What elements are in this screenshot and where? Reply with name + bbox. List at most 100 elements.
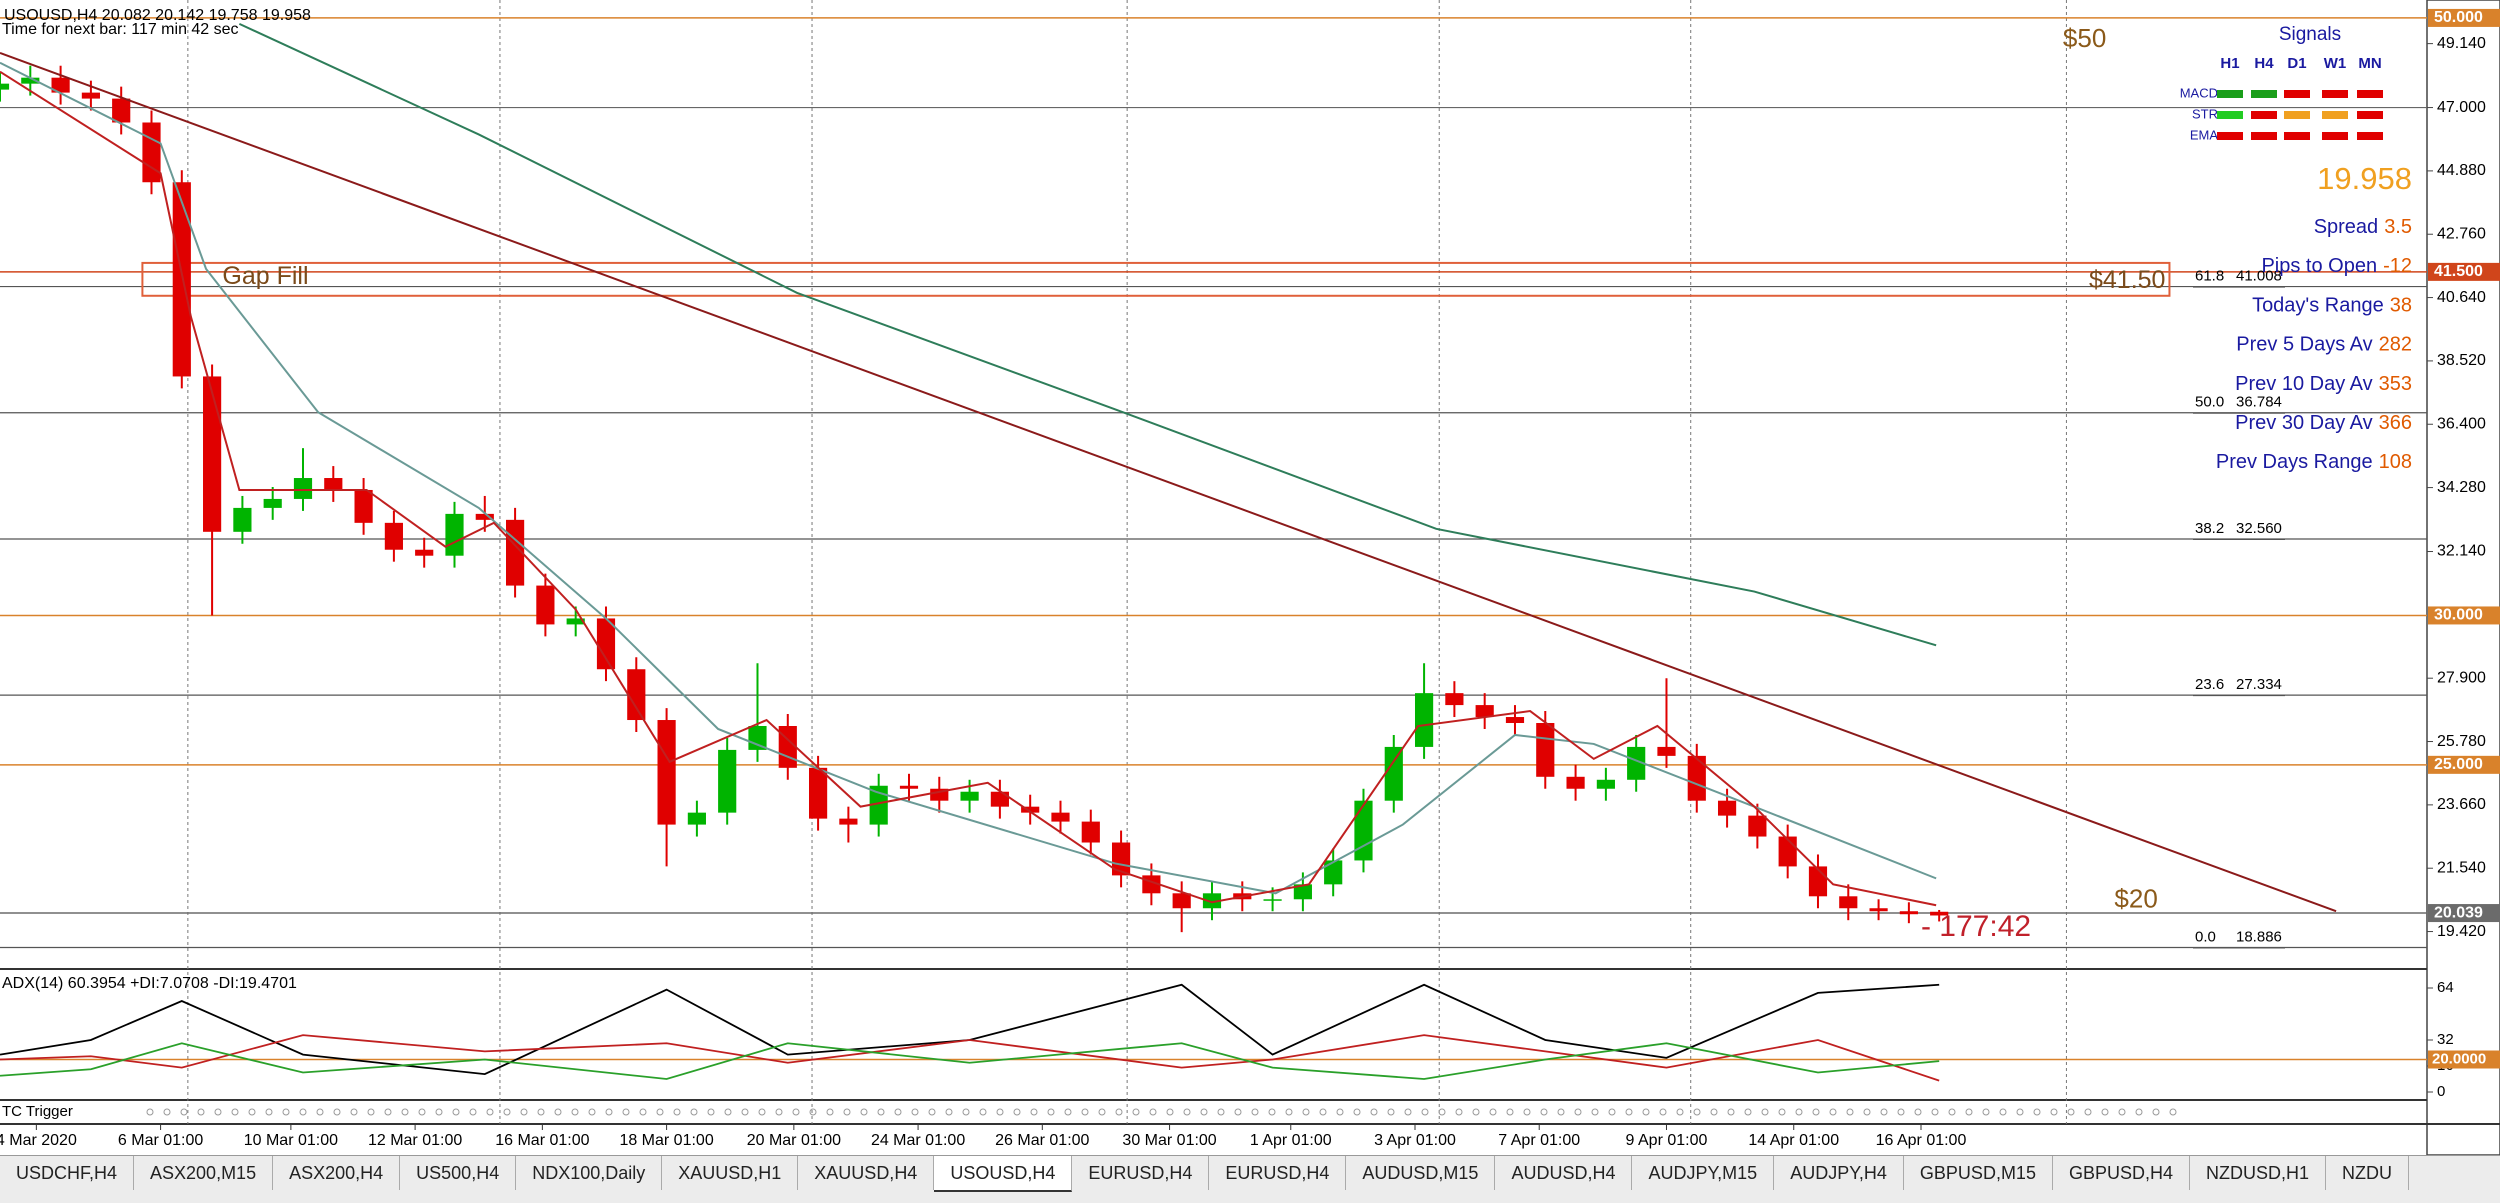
tc-marker	[1098, 1108, 1106, 1116]
candle-body	[0, 83, 10, 90]
fib-ratio: 61.8	[2195, 268, 2224, 285]
candle-body	[1808, 866, 1828, 897]
tc-marker	[1302, 1108, 1310, 1116]
candle-body	[718, 749, 737, 813]
y-tick-label: 27.900	[2437, 669, 2486, 686]
symbol-tab[interactable]: XAUUSD,H1	[662, 1156, 799, 1190]
overlay-line	[0, 51, 2337, 913]
candle-body	[536, 585, 555, 625]
tc-marker	[1812, 1108, 1820, 1116]
level-label: 50.000	[2434, 9, 2483, 26]
tc-marker	[962, 1108, 970, 1116]
overlay-line	[0, 70, 1937, 907]
symbol-tab[interactable]: NDX100,Daily	[516, 1156, 663, 1190]
x-tick-label: 1 Apr 01:00	[1250, 1132, 1332, 1149]
symbol-tab[interactable]: NZDU	[2326, 1156, 2410, 1190]
x-tick-label: 12 Mar 01:00	[368, 1132, 462, 1149]
symbol-tab[interactable]: US500,H4	[400, 1156, 517, 1190]
tc-marker	[1064, 1108, 1072, 1116]
tc-marker	[1047, 1108, 1055, 1116]
tc-marker	[1217, 1108, 1225, 1116]
stat-line: Spread 3.5	[2314, 216, 2412, 238]
tc-marker	[1166, 1108, 1174, 1116]
signal-column: H4	[2254, 55, 2274, 72]
level-box	[2428, 755, 2500, 774]
signal-cell	[2217, 111, 2243, 119]
candle-body	[445, 513, 464, 556]
fib-value: 32.560	[2236, 520, 2282, 537]
symbol-tab[interactable]: GBPUSD,M15	[1904, 1156, 2053, 1190]
tc-marker	[537, 1108, 545, 1116]
tc-marker	[1183, 1108, 1191, 1116]
tc-marker	[2016, 1108, 2024, 1116]
tc-marker	[690, 1108, 698, 1116]
tc-trigger-label: TC Trigger	[2, 1103, 73, 1120]
x-tick-label: 3 Apr 01:00	[1374, 1132, 1456, 1149]
symbol-tab[interactable]: AUDJPY,H4	[1774, 1156, 1904, 1190]
tc-marker	[1353, 1108, 1361, 1116]
stat-line: Prev 10 Day Av 353	[2235, 373, 2412, 395]
symbol-tab[interactable]: EURUSD,H4	[1072, 1156, 1210, 1190]
signals-title: Signals	[2279, 24, 2341, 45]
candle-body	[1930, 911, 1949, 916]
stat-line: Prev 5 Days Av 282	[2236, 334, 2412, 356]
indicator-title: ADX(14) 60.3954 +DI:7.0708 -DI:19.4701	[2, 975, 297, 992]
candle-body	[263, 498, 282, 508]
symbol-tab[interactable]: USDCHF,H4	[0, 1156, 135, 1190]
y-tick-label: 42.760	[2437, 225, 2486, 242]
tc-marker	[554, 1108, 562, 1116]
symbol-tab[interactable]: NZDUSD,H1	[2190, 1156, 2327, 1190]
symbol-tab[interactable]: ASX200,H4	[273, 1156, 401, 1190]
tc-marker	[1659, 1108, 1667, 1116]
symbol-tab[interactable]: AUDJPY,M15	[1632, 1156, 1775, 1190]
tc-marker	[1608, 1108, 1616, 1116]
candle-body	[1596, 779, 1615, 789]
candle-body	[566, 618, 585, 625]
indicator-tick-label: 0	[2437, 1083, 2445, 1100]
symbol-header: USOUSD,H4 20.082 20.142 19.758 19.958	[4, 7, 311, 24]
tc-marker	[792, 1108, 800, 1116]
symbol-tab[interactable]: USOUSD,H4	[934, 1156, 1073, 1192]
symbol-tab[interactable]: GBPUSD,H4	[2053, 1156, 2190, 1190]
tc-marker	[860, 1108, 868, 1116]
x-tick-label: 16 Apr 01:00	[1876, 1132, 1967, 1149]
indicator-tick-label: 32	[2437, 1031, 2454, 1048]
tc-marker	[2169, 1108, 2177, 1116]
stat-label: Pips to Open	[2261, 255, 2377, 277]
x-tick-label: 7 Apr 01:00	[1498, 1132, 1580, 1149]
y-tick-label: 36.400	[2437, 415, 2486, 432]
candle-body	[1899, 911, 1918, 915]
symbol-tab[interactable]: AUDUSD,M15	[1346, 1156, 1496, 1190]
tc-marker	[1965, 1108, 1973, 1116]
candle-body	[51, 77, 70, 93]
level-box	[2428, 8, 2500, 27]
stat-label: Prev 10 Day Av	[2235, 373, 2372, 395]
tc-marker	[724, 1108, 732, 1116]
candle-body	[960, 791, 979, 801]
candle-body	[1566, 776, 1585, 789]
candle-body	[687, 812, 706, 825]
symbol-tab[interactable]: AUDUSD,H4	[1495, 1156, 1633, 1190]
symbol-tab[interactable]: XAUUSD,H4	[798, 1156, 935, 1190]
symbol-tab[interactable]: EURUSD,H4	[1209, 1156, 1347, 1190]
tc-marker	[1710, 1108, 1718, 1116]
candle-body	[1536, 723, 1555, 777]
symbol-tab[interactable]: ASX200,M15	[134, 1156, 274, 1190]
candle-body	[112, 98, 131, 123]
tc-marker	[945, 1108, 953, 1116]
stat-label: Spread	[2314, 216, 2379, 238]
x-tick-label: 4 Mar 2020	[0, 1132, 77, 1149]
candle-body	[657, 720, 676, 825]
candle-body	[1475, 705, 1494, 718]
tc-marker	[1013, 1108, 1021, 1116]
gap-fill-price: $41.50	[2089, 266, 2165, 294]
fib-value: 36.784	[2236, 394, 2282, 411]
tc-marker	[2084, 1108, 2092, 1116]
candle-body	[839, 818, 858, 825]
indicator-level-box	[2428, 1050, 2500, 1069]
tc-marker	[1438, 1108, 1446, 1116]
fib-value: 27.334	[2236, 676, 2282, 693]
candle-body	[1627, 746, 1646, 780]
signal-cell	[2284, 111, 2310, 119]
